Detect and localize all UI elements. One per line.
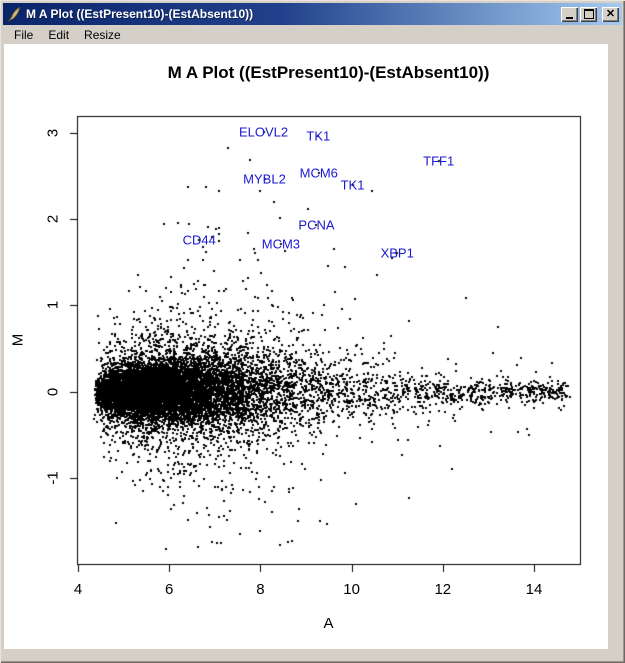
title-bar[interactable]: M A Plot ((EstPresent10)-(EstAbsent10)) … [3, 3, 622, 25]
gene-label-mcm6: MCM6 [299, 165, 338, 181]
feather-icon [6, 6, 22, 22]
gene-label-tk1: TK1 [340, 177, 365, 193]
menu-resize[interactable]: Resize [84, 27, 121, 42]
maximize-button[interactable] [580, 6, 597, 22]
plot-title: M A Plot ((EstPresent10)-(EstAbsent10)) [167, 63, 490, 82]
x-tick-label: 12 [434, 581, 452, 598]
gene-label-cd44: CD44 [182, 232, 216, 248]
y-tick-label: 2 [44, 214, 62, 224]
gene-label-tk1: TK1 [306, 128, 331, 144]
gene-label-mcm3: MCM3 [261, 236, 301, 252]
x-axis-label: A [323, 615, 334, 632]
gene-label-mybl2: MYBL2 [243, 171, 286, 187]
minimize-button[interactable] [561, 6, 578, 22]
y-tick-label: 1 [44, 301, 62, 310]
gene-label-tff1: TFF1 [423, 153, 455, 169]
gene-label-xbp1: XBP1 [380, 245, 414, 261]
scatter-canvas [4, 44, 608, 649]
x-tick-label: 14 [525, 581, 543, 598]
menu-file[interactable]: File [14, 27, 34, 42]
x-tick-label: 10 [343, 581, 360, 598]
maximize-icon [583, 9, 594, 19]
x-tick-label: 6 [165, 581, 174, 598]
y-tick-label: 3 [44, 128, 62, 138]
window-controls: ✕ [561, 6, 619, 22]
x-tick-label: 8 [256, 581, 265, 598]
plot-device: M A Plot ((EstPresent10)-(EstAbsent10)) … [4, 44, 608, 649]
gene-label-pcna: PCNA [298, 217, 335, 233]
window-title: M A Plot ((EstPresent10)-(EstAbsent10)) [26, 7, 254, 21]
y-tick-label: 0 [44, 387, 62, 396]
menu-bar: File Edit Resize [3, 25, 622, 44]
y-tick-label: -1 [44, 471, 62, 485]
minimize-icon [566, 16, 573, 19]
y-axis-label: M [9, 333, 27, 347]
x-tick-label: 4 [73, 581, 83, 598]
menu-edit[interactable]: Edit [48, 27, 70, 42]
gene-label-elovl2: ELOVL2 [239, 124, 289, 140]
close-button[interactable]: ✕ [602, 6, 619, 22]
close-icon: ✕ [605, 8, 616, 20]
